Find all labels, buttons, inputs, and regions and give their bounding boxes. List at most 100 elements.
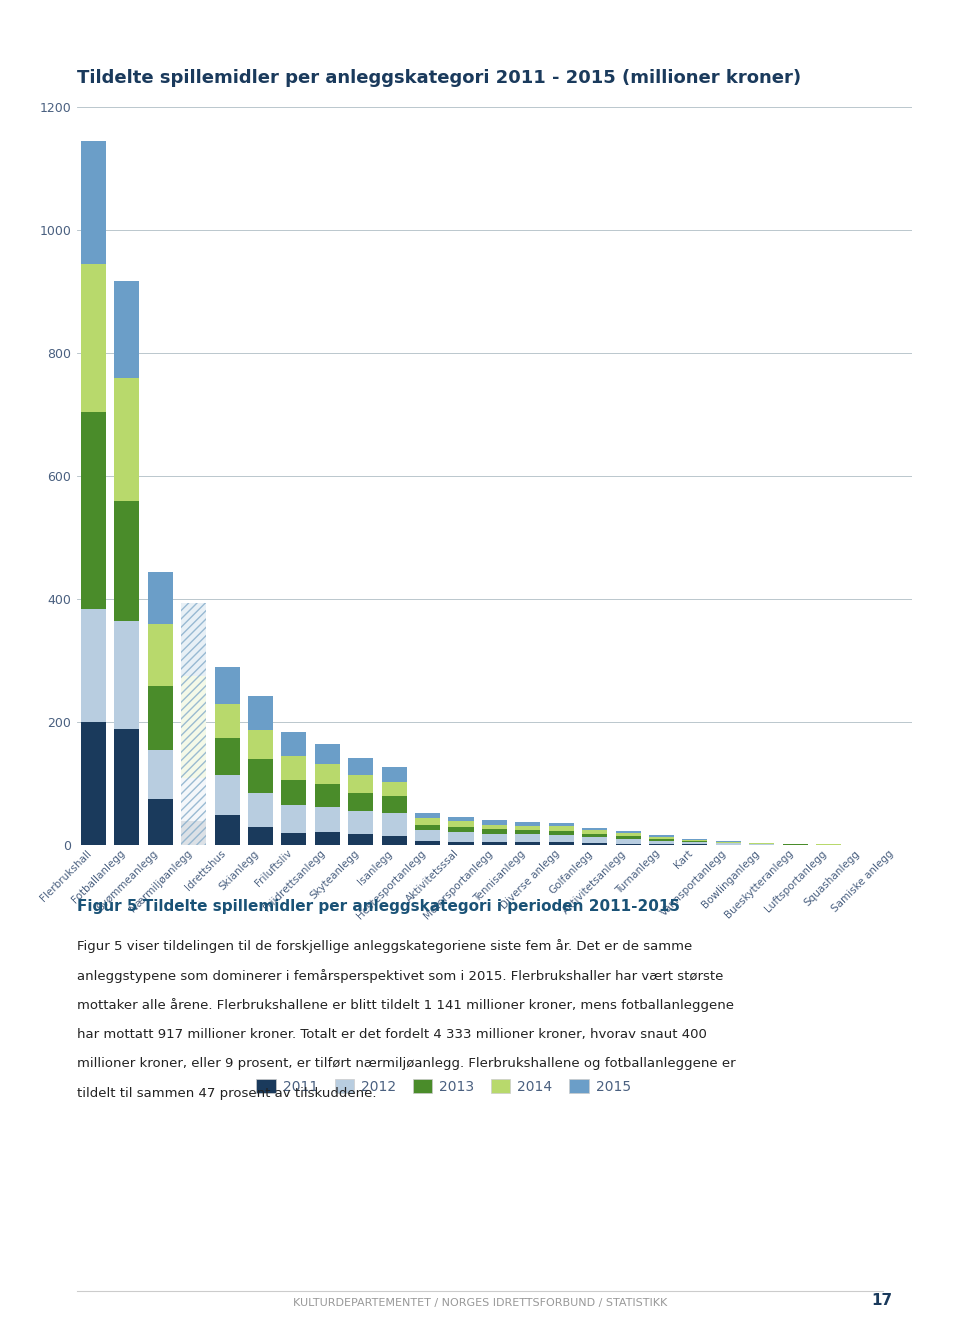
Bar (615, 836, 640, 839)
Bar (315, 784, 340, 808)
Text: millioner kroner, eller 9 prosent, er tilført nærmiljøanlegg. Flerbrukshallene o: millioner kroner, eller 9 prosent, er ti… (77, 1057, 735, 1071)
Bar (248, 696, 273, 730)
Bar (181, 821, 206, 845)
Bar (382, 796, 407, 813)
Bar (649, 837, 674, 839)
Bar (148, 686, 173, 750)
Bar (114, 729, 139, 845)
Bar (181, 676, 206, 778)
Bar (315, 764, 340, 784)
Text: Tildelte spillemidler per anleggskategori 2011 - 2015 (millioner kroner): Tildelte spillemidler per anleggskategor… (77, 70, 801, 87)
Bar (683, 843, 708, 844)
Bar (248, 760, 273, 793)
Bar (348, 793, 373, 811)
Bar (516, 835, 540, 843)
Text: Figur 5 Tildelte spillemidler per anleggskategori i perioden 2011-2015: Figur 5 Tildelte spillemidler per anlegg… (77, 899, 680, 914)
Bar (382, 766, 407, 782)
Bar (549, 831, 574, 835)
Text: KULTURDEPARTEMENTET / NORGES IDRETTSFORBUND / STATISTIKK: KULTURDEPARTEMENTET / NORGES IDRETTSFORB… (293, 1299, 667, 1308)
Bar (615, 844, 640, 845)
Text: Figur 5 viser tildelingen til de forskjellige anleggskategoriene siste fem år. D: Figur 5 viser tildelingen til de forskje… (77, 939, 692, 953)
Bar (281, 805, 306, 833)
Text: anleggstypene som dominerer i femårsperspektivet som i 2015. Flerbrukshaller har: anleggstypene som dominerer i femårspers… (77, 969, 723, 982)
Bar (615, 833, 640, 836)
Bar (281, 731, 306, 757)
Bar (415, 831, 440, 841)
Bar (148, 624, 173, 686)
Bar (148, 750, 173, 800)
Bar (615, 839, 640, 844)
Bar (582, 828, 607, 831)
Bar (516, 825, 540, 831)
Bar (181, 603, 206, 676)
Bar (81, 412, 106, 609)
Bar (649, 839, 674, 840)
Bar (281, 833, 306, 845)
Bar (649, 835, 674, 837)
Bar (148, 800, 173, 845)
Bar (181, 676, 206, 778)
Bar (215, 815, 240, 845)
Bar (114, 501, 139, 621)
Bar (248, 827, 273, 845)
Bar (382, 836, 407, 845)
Bar (81, 722, 106, 845)
Bar (516, 823, 540, 825)
Bar (81, 141, 106, 264)
Bar (448, 841, 473, 845)
Bar (582, 843, 607, 845)
Bar (649, 844, 674, 845)
Bar (114, 378, 139, 501)
Text: tildelt til sammen 47 prosent av tilskuddene.: tildelt til sammen 47 prosent av tilskud… (77, 1087, 376, 1100)
Bar (516, 843, 540, 845)
Bar (582, 837, 607, 843)
Bar (181, 603, 206, 676)
Bar (181, 821, 206, 845)
Bar (415, 824, 440, 831)
Bar (549, 843, 574, 845)
Bar (415, 813, 440, 819)
Bar (348, 776, 373, 793)
Bar (448, 827, 473, 832)
Bar (315, 743, 340, 765)
Bar (382, 782, 407, 796)
Bar (81, 264, 106, 412)
Text: har mottatt 917 millioner kroner. Totalt er det fordelt 4 333 millioner kroner, : har mottatt 917 millioner kroner. Totalt… (77, 1028, 707, 1041)
Bar (348, 835, 373, 845)
Bar (315, 832, 340, 845)
Bar (448, 821, 473, 827)
Text: 17: 17 (872, 1294, 893, 1308)
Bar (582, 833, 607, 837)
Bar (114, 621, 139, 729)
Bar (448, 816, 473, 821)
Bar (382, 813, 407, 836)
Bar (615, 831, 640, 833)
Bar (482, 833, 507, 843)
Bar (482, 820, 507, 824)
Text: mottaker alle årene. Flerbrukshallene er blitt tildelt 1 141 millioner kroner, m: mottaker alle årene. Flerbrukshallene er… (77, 998, 733, 1012)
Bar (482, 824, 507, 829)
Bar (549, 835, 574, 843)
Bar (582, 831, 607, 833)
Bar (215, 705, 240, 738)
Bar (348, 758, 373, 776)
Bar (348, 811, 373, 835)
Bar (482, 843, 507, 845)
Bar (281, 780, 306, 805)
Bar (215, 774, 240, 815)
Bar (215, 667, 240, 705)
Bar (181, 778, 206, 821)
Bar (516, 831, 540, 835)
Legend: 2011, 2012, 2013, 2014, 2015: 2011, 2012, 2013, 2014, 2015 (251, 1074, 636, 1099)
Bar (649, 840, 674, 844)
Bar (482, 829, 507, 833)
Bar (181, 778, 206, 821)
Bar (315, 808, 340, 832)
Bar (148, 572, 173, 624)
Bar (215, 738, 240, 774)
Bar (415, 819, 440, 824)
Bar (281, 757, 306, 780)
Bar (114, 282, 139, 378)
Bar (81, 609, 106, 722)
Bar (248, 730, 273, 760)
